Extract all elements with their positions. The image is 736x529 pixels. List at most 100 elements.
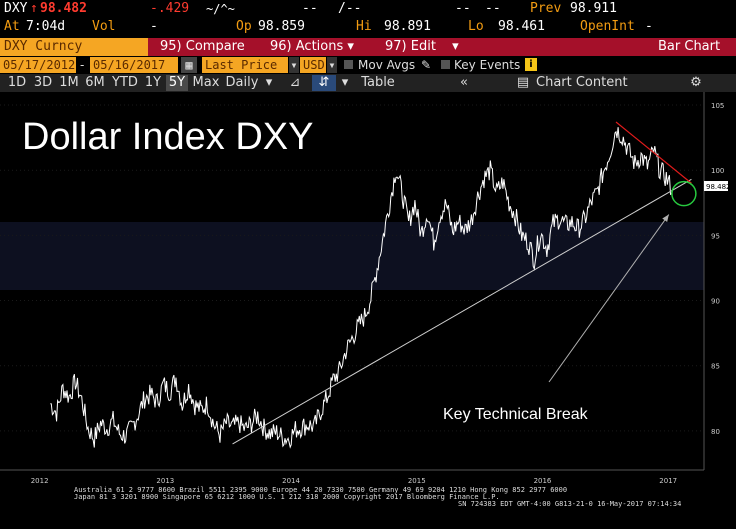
compare-menu[interactable]: 95) Compare	[160, 38, 245, 56]
range-1y-button[interactable]: 1Y	[144, 75, 162, 90]
low-value: 98.461	[498, 19, 545, 34]
range-1m-button[interactable]: 1M	[59, 75, 79, 90]
change-value: -.429	[150, 1, 190, 16]
collapse-left-icon[interactable]: «	[460, 75, 468, 90]
range-max-button[interactable]: Max	[192, 75, 220, 90]
y-axis: 80 85 90 95 100 105	[703, 92, 724, 470]
size-dashes: --	[455, 1, 471, 16]
last-value-label: 98.482	[706, 183, 731, 191]
start-date-field[interactable]: 05/17/2012	[0, 57, 76, 73]
range-ytd-button[interactable]: YTD	[112, 75, 138, 90]
chart-title: Dollar Index DXY	[22, 116, 313, 158]
high-label: Hi	[356, 19, 372, 34]
actions-number: 96)	[270, 39, 292, 54]
compare-label: Compare	[185, 39, 245, 54]
period-select[interactable]: Daily	[225, 75, 259, 90]
key-events-checkbox[interactable]	[441, 60, 450, 69]
x-tick-label: 2016	[534, 477, 552, 485]
resistance-line	[615, 121, 692, 184]
high-value: 98.891	[384, 19, 431, 34]
at-value: 7:04d	[26, 19, 66, 34]
at-label: At	[4, 19, 20, 34]
open-value: 98.859	[258, 19, 305, 34]
chart-content-icon: ▤	[516, 75, 530, 90]
actions-dropdown-icon: ▾	[347, 39, 354, 54]
x-axis: 2012 2013 2014 2015 2016 2017	[0, 469, 704, 485]
prev-value: 98.911	[570, 1, 617, 16]
bid-ask-separator: /--	[338, 1, 362, 16]
edit-label: Edit	[410, 39, 436, 54]
openint-value: -	[645, 19, 653, 34]
vol-value: -	[150, 19, 158, 34]
range-1d-button[interactable]: 1D	[7, 75, 27, 90]
end-date-field[interactable]: 05/16/2017	[90, 57, 178, 73]
chart-background	[0, 92, 736, 529]
low-label: Lo	[468, 19, 484, 34]
price-dropdown-icon[interactable]: ▾	[289, 57, 299, 73]
quote-row-2: At 7:04d Vol - Op 98.859 Hi 98.891 Lo 98…	[0, 18, 736, 36]
prev-label: Prev	[530, 1, 562, 16]
y-tick-label: 80	[711, 428, 720, 436]
table-button[interactable]: Table	[361, 75, 395, 90]
info-icon[interactable]: i	[525, 58, 537, 71]
bar-chart-icon[interactable]: ⇵	[312, 75, 336, 91]
calendar-icon[interactable]: ▦	[181, 57, 197, 73]
size-dashes-2: --	[485, 1, 501, 16]
highlight-band	[0, 222, 704, 290]
range-5y-button[interactable]: 5Y	[166, 75, 188, 91]
chart-content-button[interactable]: Chart Content	[536, 75, 628, 90]
chart-style-dropdown-icon[interactable]: ▾	[341, 75, 349, 90]
pencil-icon[interactable]: ✎	[421, 58, 432, 72]
currency-dropdown-icon[interactable]: ▾	[327, 57, 337, 73]
x-tick-label: 2014	[282, 477, 300, 485]
actions-label: Actions	[295, 39, 344, 54]
gear-icon[interactable]: ⚙	[690, 75, 702, 90]
trend-line	[232, 178, 692, 445]
y-tick-label: 100	[711, 167, 724, 175]
mov-avgs-checkbox[interactable]	[344, 60, 353, 69]
date-separator: -	[80, 58, 85, 72]
y-tick-label: 105	[711, 102, 724, 110]
edit-menu[interactable]: 97) Edit ▾	[385, 38, 459, 56]
price-field-select[interactable]: Last Price	[202, 57, 288, 73]
period-dropdown-icon[interactable]: ▾	[265, 75, 273, 90]
bid-dashes: --	[302, 1, 318, 16]
currency-select[interactable]: USD	[300, 57, 326, 73]
range-6m-button[interactable]: 6M	[85, 75, 105, 90]
sparkline-icon: ~/^~	[206, 2, 235, 16]
last-value-tag	[704, 181, 728, 191]
arrowhead-icon	[662, 214, 669, 222]
x-tick-label: 2013	[156, 477, 174, 485]
quote-row-1: DXY ↑ 98.482 -.429 ~/^~ -- /-- -- -- Pre…	[0, 0, 736, 18]
grid-lines	[0, 104, 704, 432]
x-tick-label: 2017	[659, 477, 677, 485]
dxy-series-line	[50, 127, 674, 449]
down-arrow-icon: ↑	[30, 1, 38, 16]
footer-line-2: Japan 81 3 3201 8900 Singapore 65 6212 1…	[74, 493, 500, 501]
range-toolbar: 1D 3D 1M 6M YTD 1Y 5Y Max Daily ▾ ⊿ ⇵ ▾ …	[0, 74, 736, 92]
edit-dropdown-icon: ▾	[452, 39, 459, 54]
key-events-label: Key Events	[454, 58, 521, 72]
x-tick-label: 2012	[31, 477, 49, 485]
footer-line-3: SN 724383 EDT GMT-4:00 G813-21-0 16-May-…	[458, 500, 682, 508]
open-label: Op	[236, 19, 252, 34]
mov-avgs-label: Mov Avgs	[358, 58, 416, 72]
edit-number: 97)	[385, 39, 407, 54]
y-tick-label: 90	[711, 298, 720, 306]
settings-bar: 05/17/2012 - 05/16/2017 ▦ Last Price ▾ U…	[0, 57, 736, 74]
chart-type-label[interactable]: Bar Chart	[658, 39, 721, 54]
range-3d-button[interactable]: 3D	[33, 75, 53, 90]
footer-line-1: Australia 61 2 9777 8600 Brazil 5511 239…	[74, 486, 568, 494]
actions-menu[interactable]: 96) Actions ▾	[270, 38, 354, 56]
security-field[interactable]: DXY Curncy	[0, 38, 148, 56]
break-circle	[671, 180, 697, 207]
openint-label: OpenInt	[580, 19, 635, 34]
last-price: 98.482	[40, 1, 87, 16]
y-tick-label: 95	[711, 232, 720, 240]
compare-number: 95)	[160, 39, 182, 54]
y-tick-label: 85	[711, 363, 720, 371]
menu-bar: DXY Curncy 95) Compare 96) Actions ▾ 97)…	[0, 38, 736, 56]
line-chart-icon[interactable]: ⊿	[289, 75, 301, 90]
vol-label: Vol	[92, 19, 116, 34]
